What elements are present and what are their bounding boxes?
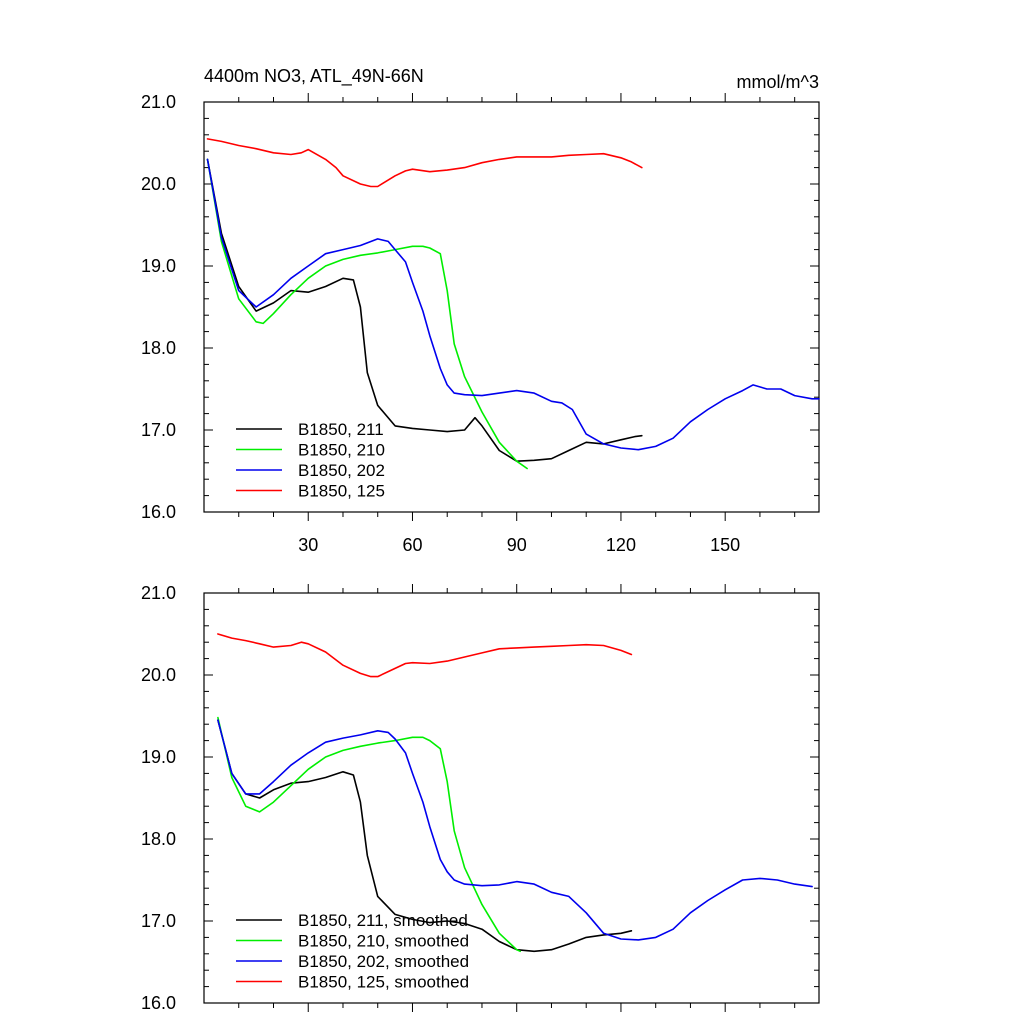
y-tick-label: 20.0 [141,665,176,685]
top-panel: 16.0 17.0 18.0 19.0 20.0 21.0 30 60 90 120 150 4400… [141,66,820,555]
y-tick-label: 21.0 [141,583,176,603]
series-line-2 [217,719,813,941]
series-line-0 [206,158,643,463]
series-line-3 [206,138,643,188]
chart-title: 4400m NO3, ATL_49N-66N [204,66,424,87]
legend-label: B1850, 210, smoothed [298,932,469,951]
x-tick-label: 60 [402,535,422,555]
units-label: mmol/m^3 [737,72,819,92]
series-line-2 [206,158,820,451]
y-tick-label: 18.0 [141,829,176,849]
series-line-1 [206,158,528,470]
series-line-0 [217,719,633,953]
y-tick-label: 21.0 [141,92,176,112]
x-tick-label: 120 [606,535,636,555]
y-tick-label: 20.0 [141,174,176,194]
y-tick-label: 17.0 [141,911,176,931]
series-line-3 [217,633,633,678]
y-tick-label: 16.0 [141,993,176,1013]
plot-frame [203,101,820,513]
y-tick-label: 16.0 [141,502,176,522]
bottom-panel: 16.0 17.0 18.0 19.0 20.0 21.0 B1850, 211, smoo… [141,583,820,1013]
y-tick-label: 19.0 [141,256,176,276]
x-tick-label: 30 [298,535,318,555]
series-line-1 [217,716,522,953]
y-tick-label: 19.0 [141,747,176,767]
legend-label: B1850, 202, smoothed [298,952,469,971]
x-tick-label: 150 [710,535,740,555]
plot-frame [203,592,820,1004]
x-tick-label: 90 [507,535,527,555]
legend-label: B1850, 211 [298,420,384,439]
legend-label: B1850, 125 [298,482,385,501]
legend-label: B1850, 125, smoothed [298,973,469,992]
legend-label: B1850, 211, smoothed [298,911,468,930]
y-tick-label: 17.0 [141,420,176,440]
legend-label: B1850, 202 [298,461,385,480]
legend-label: B1850, 210 [298,441,385,460]
y-tick-label: 18.0 [141,338,176,358]
